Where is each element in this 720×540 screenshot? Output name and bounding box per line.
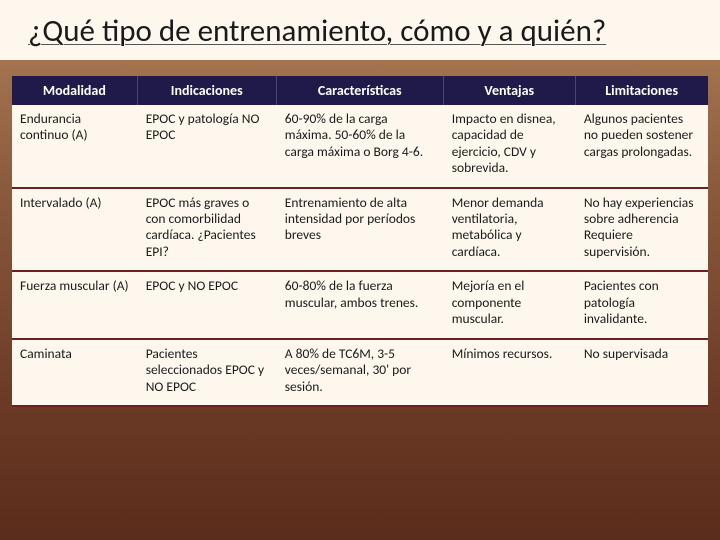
col-limitaciones: Limitaciones [575,76,707,105]
table-row: Caminata Pacientes seleccionados EPOC y … [12,339,708,406]
cell-modalidad: Intervalado (A) [12,188,137,272]
cell-modalidad: Caminata [12,339,137,406]
table-header-row: Modalidad Indicaciones Características V… [12,76,708,105]
slide: ¿Qué tipo de entrenamiento, cómo y a qui… [0,0,720,540]
cell-caracteristicas: 60-80% de la fuerza muscular, ambos tren… [276,271,443,338]
table-area: Modalidad Indicaciones Características V… [0,60,720,418]
col-caracteristicas: Características [276,76,443,105]
cell-caracteristicas: Entrenamiento de alta intensidad por per… [276,188,443,272]
cell-limitaciones: Algunos pacientes no pueden sostener car… [575,105,707,188]
page-title: ¿Qué tipo de entrenamiento, cómo y a qui… [28,14,692,50]
cell-ventajas: Mínimos recursos. [443,339,575,406]
cell-limitaciones: No supervisada [575,339,707,406]
col-modalidad: Modalidad [12,76,137,105]
cell-caracteristicas: 60-90% de la carga máxima. 50-60% de la … [276,105,443,188]
cell-ventajas: Mejoría en el componente muscular. [443,271,575,338]
cell-limitaciones: No hay experiencias sobre adherencia Req… [575,188,707,272]
title-area: ¿Qué tipo de entrenamiento, cómo y a qui… [0,0,720,60]
cell-indicaciones: EPOC más graves o con comorbilidad cardí… [137,188,276,272]
table-row: Fuerza muscular (A) EPOC y NO EPOC 60-80… [12,271,708,338]
cell-indicaciones: Pacientes seleccionados EPOC y NO EPOC [137,339,276,406]
table-row: Intervalado (A) EPOC más graves o con co… [12,188,708,272]
cell-indicaciones: EPOC y patología NO EPOC [137,105,276,188]
cell-indicaciones: EPOC y NO EPOC [137,271,276,338]
col-ventajas: Ventajas [443,76,575,105]
col-indicaciones: Indicaciones [137,76,276,105]
cell-limitaciones: Pacientes con patología invalidante. [575,271,707,338]
cell-modalidad: Fuerza muscular (A) [12,271,137,338]
cell-caracteristicas: A 80% de TC6M, 3-5 veces/semanal, 30' po… [276,339,443,406]
table-row: Endurancia continuo (A) EPOC y patología… [12,105,708,188]
cell-modalidad: Endurancia continuo (A) [12,105,137,188]
cell-ventajas: Impacto en disnea, capacidad de ejercici… [443,105,575,188]
cell-ventajas: Menor demanda ventilatoria, metabólica y… [443,188,575,272]
training-table: Modalidad Indicaciones Características V… [12,76,708,408]
